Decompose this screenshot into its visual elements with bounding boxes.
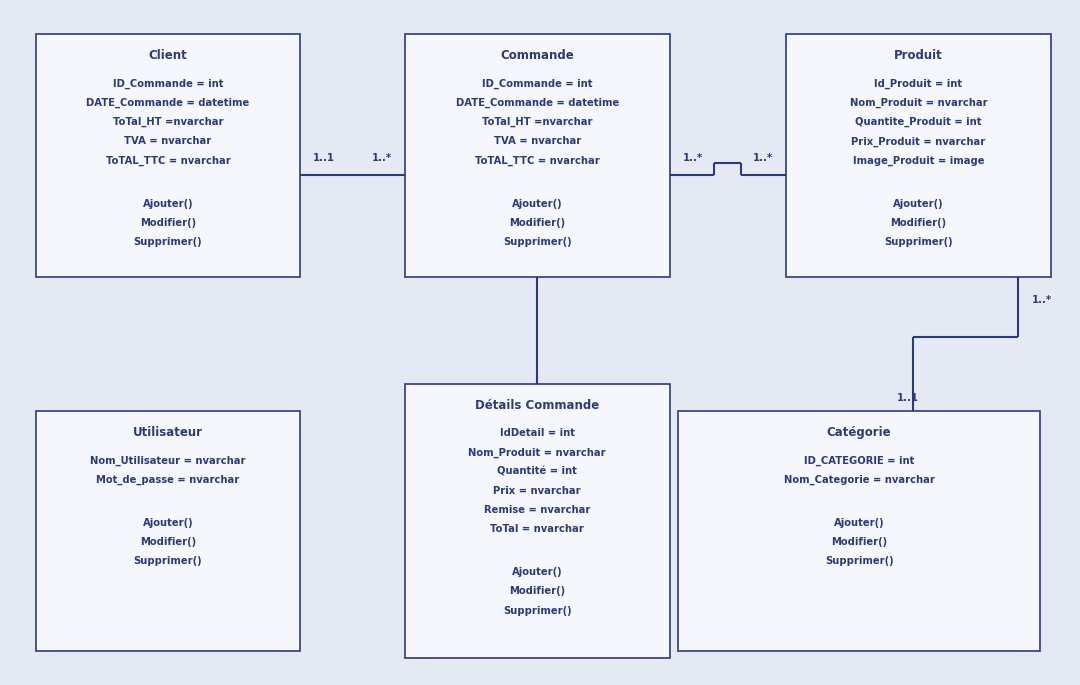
Text: Supprimer(): Supprimer(): [885, 237, 953, 247]
FancyBboxPatch shape: [678, 411, 1040, 651]
Text: Détails Commande: Détails Commande: [475, 399, 599, 412]
Text: Prix = nvarchar: Prix = nvarchar: [494, 486, 581, 496]
FancyBboxPatch shape: [405, 384, 670, 658]
Text: Prix_Produit = nvarchar: Prix_Produit = nvarchar: [851, 136, 986, 147]
Text: Utilisateur: Utilisateur: [133, 426, 203, 439]
Text: IdDetail = int: IdDetail = int: [500, 428, 575, 438]
Text: ToTAL_TTC = nvarchar: ToTAL_TTC = nvarchar: [106, 155, 230, 166]
Text: Quantité = int: Quantité = int: [498, 466, 577, 477]
Text: Modifier(): Modifier(): [140, 537, 195, 547]
Text: Ajouter(): Ajouter(): [512, 567, 563, 577]
Text: Ajouter(): Ajouter(): [893, 199, 944, 209]
Text: Supprimer(): Supprimer(): [503, 237, 571, 247]
Text: ID_CATEGORIE = int: ID_CATEGORIE = int: [804, 456, 915, 466]
Text: Ajouter(): Ajouter(): [512, 199, 563, 209]
Text: Nom_Categorie = nvarchar: Nom_Categorie = nvarchar: [784, 475, 934, 485]
Text: Mot_de_passe = nvarchar: Mot_de_passe = nvarchar: [96, 475, 240, 485]
Text: Modifier(): Modifier(): [832, 537, 887, 547]
Text: Nom_Produit = nvarchar: Nom_Produit = nvarchar: [850, 98, 987, 108]
Text: Nom_Utilisateur = nvarchar: Nom_Utilisateur = nvarchar: [91, 456, 245, 466]
Text: 1..*: 1..*: [683, 153, 703, 163]
Text: DATE_Commande = datetime: DATE_Commande = datetime: [86, 98, 249, 108]
Text: Quantite_Produit = int: Quantite_Produit = int: [855, 117, 982, 127]
Text: TVA = nvarchar: TVA = nvarchar: [494, 136, 581, 147]
Text: ID_Commande = int: ID_Commande = int: [112, 79, 224, 89]
FancyBboxPatch shape: [405, 34, 670, 277]
Text: 1..*: 1..*: [1031, 295, 1052, 305]
Text: ToTAL_TTC = nvarchar: ToTAL_TTC = nvarchar: [475, 155, 599, 166]
Text: Supprimer(): Supprimer(): [134, 237, 202, 247]
Text: ID_Commande = int: ID_Commande = int: [482, 79, 593, 89]
Text: ToTal_HT =nvarchar: ToTal_HT =nvarchar: [482, 117, 593, 127]
Text: Ajouter(): Ajouter(): [143, 518, 193, 528]
FancyBboxPatch shape: [36, 34, 300, 277]
Text: Nom_Produit = nvarchar: Nom_Produit = nvarchar: [469, 447, 606, 458]
Text: Id_Produit = int: Id_Produit = int: [875, 79, 962, 89]
FancyBboxPatch shape: [786, 34, 1051, 277]
Text: 1..*: 1..*: [753, 153, 773, 163]
Text: Supprimer(): Supprimer(): [134, 556, 202, 566]
Text: DATE_Commande = datetime: DATE_Commande = datetime: [456, 98, 619, 108]
Text: Modifier(): Modifier(): [891, 218, 946, 228]
Text: 1..*: 1..*: [372, 153, 392, 163]
Text: ToTal_HT =nvarchar: ToTal_HT =nvarchar: [112, 117, 224, 127]
Text: Modifier(): Modifier(): [510, 586, 565, 597]
Text: Supprimer(): Supprimer(): [503, 606, 571, 616]
Text: Catégorie: Catégorie: [827, 426, 891, 439]
Text: Ajouter(): Ajouter(): [834, 518, 885, 528]
Text: Client: Client: [149, 49, 187, 62]
Text: 1..1: 1..1: [897, 393, 919, 403]
FancyBboxPatch shape: [36, 411, 300, 651]
Text: Remise = nvarchar: Remise = nvarchar: [484, 505, 591, 515]
Text: TVA = nvarchar: TVA = nvarchar: [124, 136, 212, 147]
Text: Image_Produit = image: Image_Produit = image: [853, 155, 984, 166]
Text: Supprimer(): Supprimer(): [825, 556, 893, 566]
Text: Commande: Commande: [500, 49, 575, 62]
Text: Produit: Produit: [894, 49, 943, 62]
Text: 1..1: 1..1: [313, 153, 335, 163]
Text: ToTal = nvarchar: ToTal = nvarchar: [490, 524, 584, 534]
Text: Modifier(): Modifier(): [140, 218, 195, 228]
Text: Ajouter(): Ajouter(): [143, 199, 193, 209]
Text: Modifier(): Modifier(): [510, 218, 565, 228]
